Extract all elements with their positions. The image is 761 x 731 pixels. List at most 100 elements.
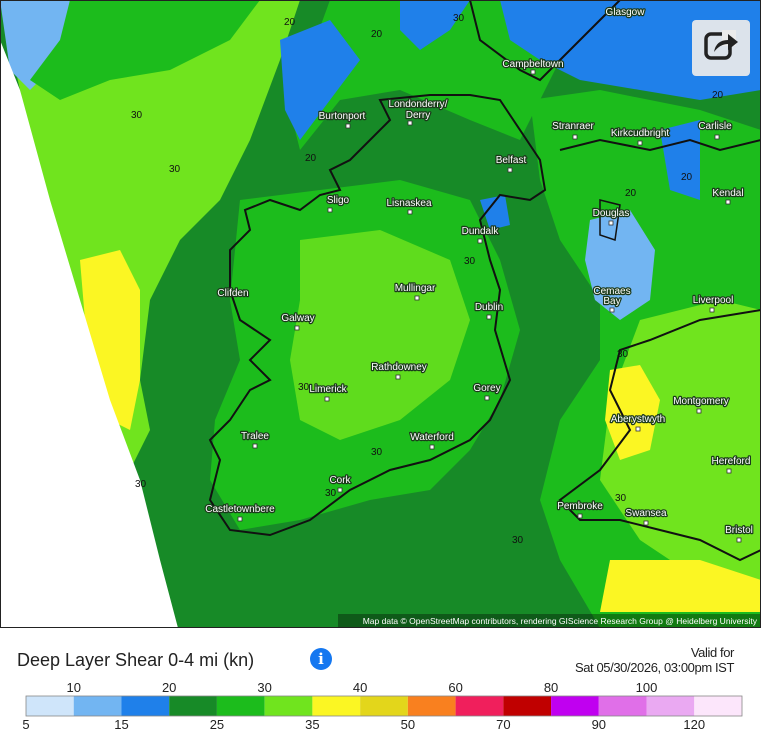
city-label: Waterford xyxy=(410,432,454,443)
city-marker xyxy=(709,307,715,313)
legend-label: 25 xyxy=(210,717,224,730)
contour-label: 30 xyxy=(131,110,143,121)
contour-label: 20 xyxy=(681,172,693,183)
contour-label: 30 xyxy=(325,488,337,499)
legend-label: 15 xyxy=(114,717,128,730)
coastline xyxy=(208,94,547,537)
legend-swatch xyxy=(169,696,217,716)
info-button[interactable]: i xyxy=(310,648,332,670)
legend-swatch xyxy=(121,696,170,716)
city-label: Campbeltown xyxy=(502,59,563,70)
coastline xyxy=(599,199,621,241)
city-marker xyxy=(486,314,492,320)
contour-label: 30 xyxy=(617,349,629,360)
city-marker xyxy=(635,426,641,432)
legend-swatch xyxy=(216,696,265,716)
legend-swatch xyxy=(455,696,504,716)
city-label: Pembroke xyxy=(557,501,603,512)
city-label: Rathdowney xyxy=(371,362,427,373)
city-label: Burtonport xyxy=(319,111,366,122)
contour-label: 30 xyxy=(615,493,627,504)
legend-label: 40 xyxy=(353,680,367,695)
legend-label: 30 xyxy=(257,680,271,695)
city-label: Kendal xyxy=(712,188,743,199)
legend-label: 100 xyxy=(636,680,658,695)
city-marker xyxy=(407,120,413,126)
city-marker xyxy=(572,134,578,140)
city-marker xyxy=(484,395,490,401)
legend-label: 120 xyxy=(683,717,705,730)
city-marker xyxy=(395,374,401,380)
field-light xyxy=(290,230,470,440)
city-label: Liverpool xyxy=(693,295,734,306)
legend-label: 50 xyxy=(401,717,415,730)
attribution: Map data © OpenStreetMap contributors, r… xyxy=(363,616,758,626)
field-blue xyxy=(400,0,470,50)
share-button[interactable] xyxy=(692,20,750,76)
city-marker xyxy=(736,537,742,543)
field-blue xyxy=(480,195,510,230)
city-marker xyxy=(726,468,732,474)
city-label: Cemaes xyxy=(593,286,630,297)
city-marker xyxy=(637,140,643,146)
no-data xyxy=(0,40,178,628)
legend-swatch xyxy=(73,696,122,716)
contour-label: 30 xyxy=(169,164,181,175)
contour-label: 20 xyxy=(625,188,637,199)
city-marker xyxy=(507,167,513,173)
city-marker xyxy=(337,487,343,493)
map[interactable]: 30 30 30 20 20 20 20 20 20 30 30 30 30 3… xyxy=(0,0,761,628)
share-icon xyxy=(704,30,738,60)
cities: Glasgow Campbeltown Londonderry/ Derry B… xyxy=(204,6,754,538)
legend-label: 20 xyxy=(162,680,176,695)
legend-swatch xyxy=(694,696,742,716)
city-label: Londonderry/ xyxy=(389,99,448,110)
field-blue xyxy=(280,20,360,140)
field-yellow xyxy=(600,560,761,612)
city-label: Montgomery xyxy=(673,396,729,407)
contour-labels: 30 30 30 20 20 20 20 20 20 30 30 30 30 3… xyxy=(131,13,724,546)
city-marker xyxy=(725,199,731,205)
city-marker xyxy=(252,443,258,449)
legend-title: Deep Layer Shear 0-4 mi (kn) xyxy=(17,650,255,670)
city-marker xyxy=(407,209,413,215)
city-label: Mullingar xyxy=(395,283,436,294)
city-label: Tralee xyxy=(241,431,269,442)
field-mid xyxy=(30,0,260,100)
coastline xyxy=(558,309,761,562)
coastline xyxy=(469,0,621,82)
city-label: Limerick xyxy=(309,384,347,395)
field-yellow xyxy=(605,365,660,460)
valid-label: Valid for xyxy=(690,645,735,660)
city-label: Bay xyxy=(603,296,620,307)
contour-label: 30 xyxy=(453,13,465,24)
contour-label: 30 xyxy=(135,479,147,490)
city-marker xyxy=(345,123,351,129)
city-label: Clifden xyxy=(217,288,248,299)
legend-label: 5 xyxy=(22,717,29,730)
contour-label: 20 xyxy=(305,153,317,164)
city-label: Stranraer xyxy=(552,121,594,132)
field-yellow xyxy=(80,250,140,430)
contour-label: 30 xyxy=(298,382,310,393)
city-markers xyxy=(237,69,742,543)
city-label: Gorey xyxy=(473,383,500,394)
city-label: Swansea xyxy=(625,508,667,519)
city-marker xyxy=(577,513,583,519)
legend-label: 10 xyxy=(66,680,80,695)
contour-label: 30 xyxy=(371,447,383,458)
legend-swatch xyxy=(264,696,313,716)
legend-swatch xyxy=(407,696,456,716)
field-blue xyxy=(585,210,655,320)
contour-label: 20 xyxy=(712,90,724,101)
city-label: Dundalk xyxy=(462,226,500,237)
city-label: Douglas xyxy=(593,208,630,219)
legend-swatch xyxy=(312,696,361,716)
legend-swatch xyxy=(503,696,552,716)
city-label: Sligo xyxy=(327,195,350,206)
city-marker xyxy=(530,69,536,75)
city-marker xyxy=(477,238,483,244)
city-marker xyxy=(294,325,300,331)
city-label: Cork xyxy=(329,475,351,486)
